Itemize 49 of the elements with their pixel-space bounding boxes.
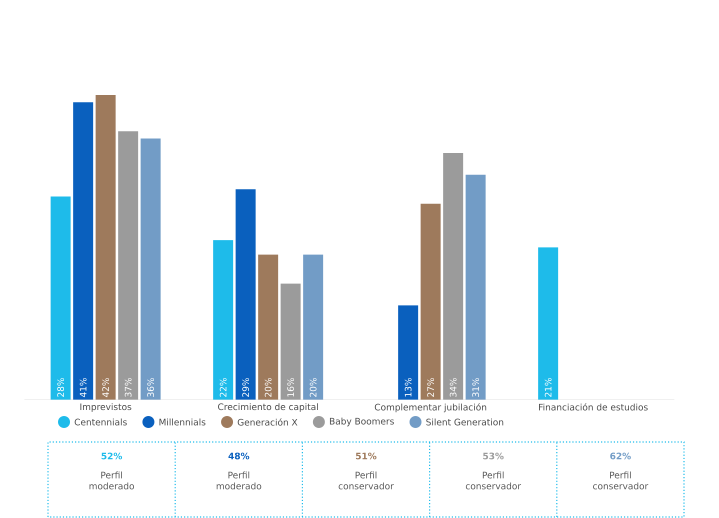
bar (236, 189, 256, 400)
bar (213, 240, 234, 400)
legend-label: Silent Generation (426, 418, 504, 426)
text: Perfil conservador (593, 472, 648, 490)
data-label: 29% (242, 378, 250, 397)
bar (258, 254, 278, 400)
bar (443, 152, 464, 400)
data-label: 42% (102, 378, 110, 398)
data-label: 36% (147, 378, 154, 397)
bar (73, 102, 94, 400)
data-label: 20% (310, 378, 317, 397)
legend-label: Baby Boomers (330, 418, 394, 426)
text: 51% (356, 452, 376, 460)
text: 48% (228, 452, 250, 460)
bar (420, 204, 441, 400)
data-label: 28% (57, 378, 64, 397)
data-label: 34% (450, 378, 457, 397)
bar (466, 174, 486, 400)
x-tick-label: Financiación de estudios (539, 403, 648, 411)
data-label: 20% (264, 378, 272, 397)
data-label: 37% (124, 378, 132, 397)
text: Perfil conservador (466, 472, 522, 490)
bar (96, 94, 116, 400)
legend-label: Centennials (74, 418, 127, 426)
bar (303, 254, 324, 400)
data-label: 22% (220, 378, 227, 397)
bar (140, 138, 161, 400)
x-tick-label: Complementar jubilación (374, 403, 486, 412)
text: Perfil moderado (90, 472, 134, 490)
text: Perfil conservador (338, 472, 394, 490)
data-label: 13% (404, 378, 412, 397)
data-label: 27% (427, 378, 434, 397)
bar (398, 305, 418, 400)
data-label: 41% (80, 378, 87, 398)
text: Perfil moderado (216, 472, 262, 490)
text: 52% (102, 452, 122, 460)
data-label: 16% (287, 378, 294, 397)
data-label: 21% (544, 378, 552, 397)
legend-label: Millennials (159, 418, 206, 426)
legend-label: Generación X (238, 418, 298, 426)
bar (118, 131, 138, 400)
x-tick-label: Crecimiento de capital (218, 403, 318, 412)
bar (280, 284, 301, 400)
text: 62% (610, 452, 631, 460)
bar (538, 247, 558, 400)
text: 53% (483, 452, 504, 460)
bar (50, 196, 71, 400)
data-label: 31% (472, 378, 480, 397)
x-tick-label: Imprevistos (80, 403, 132, 412)
